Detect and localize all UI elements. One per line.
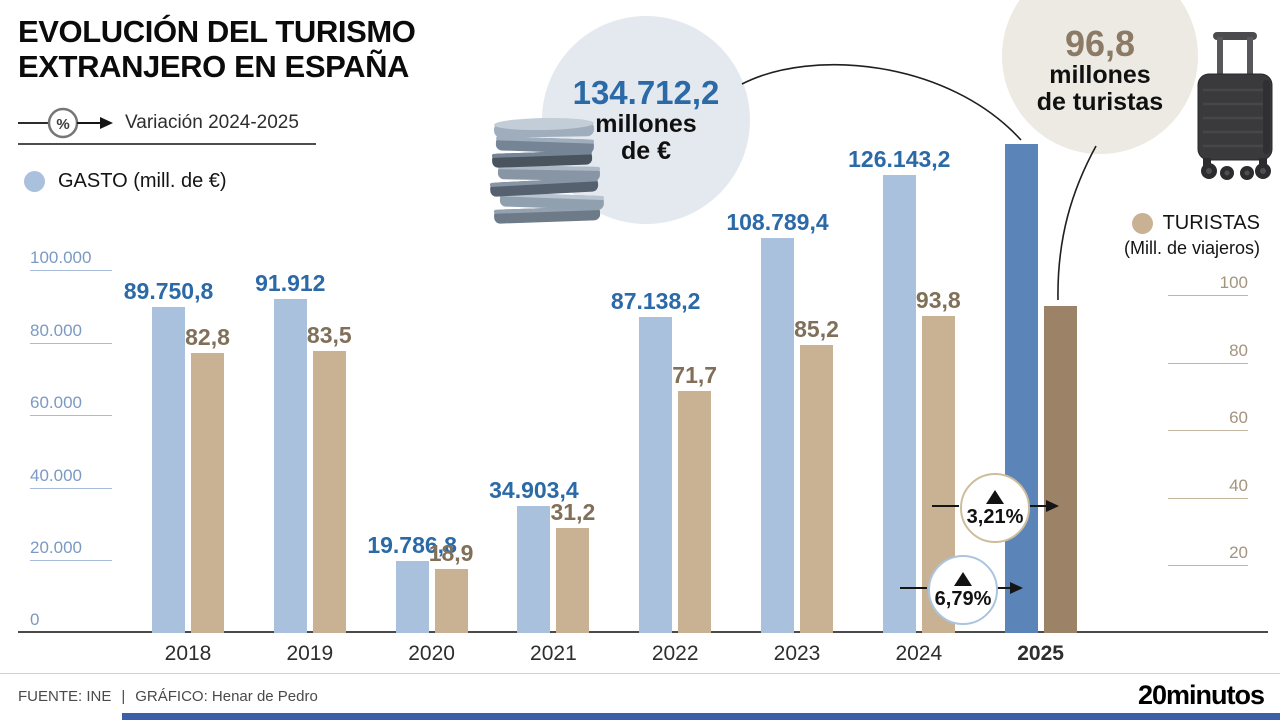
callout-gasto-value: 134.712,2 [572, 74, 720, 111]
year-label-2022: 2022 [651, 642, 699, 665]
variation-legend-label: Variación 2024-2025 [125, 112, 299, 133]
right-axis-tickline [1168, 362, 1248, 364]
turistas-value-2019: 83,5 [306, 321, 352, 348]
left-axis-tick: 60.000 [30, 393, 82, 413]
year-label-2021: 2021 [530, 642, 577, 665]
turistas-value-2020: 18,9 [428, 540, 474, 567]
right-axis-tick: 20 [1229, 543, 1248, 563]
title-line1: EVOLUCIÓN DEL TURISMO [18, 14, 416, 49]
year-label-2025: 2025 [1017, 642, 1064, 665]
svg-text:%: % [56, 116, 69, 133]
gasto-legend-dot [24, 171, 45, 192]
gasto-bar-2023 [761, 238, 794, 633]
turistas-value-2023: 85,2 [794, 316, 839, 343]
variation-badge-turistas: 3,21% [960, 473, 1030, 543]
gasto-legend-label: GASTO (mill. de €) [58, 170, 227, 192]
gasto-value-2022: 87.138,2 [610, 287, 701, 314]
right-axis-tick: 60 [1229, 408, 1248, 428]
coins-icon [489, 117, 605, 224]
turistas-legend: TURISTAS (Mill. de viajeros) [1078, 212, 1260, 259]
up-triangle-icon [986, 489, 1004, 504]
left-axis-tickline [30, 487, 112, 489]
year-label-2024: 2024 [895, 642, 943, 665]
left-axis-tick: 20.000 [30, 538, 82, 558]
right-axis-tickline [1168, 430, 1248, 432]
callout-gasto-unit2: de € [620, 137, 672, 165]
gasto-bar-2021 [517, 506, 551, 633]
callout-turistas-bubble: 96,8 millones de turistas [1002, 0, 1198, 154]
suitcase-icon [1197, 32, 1273, 180]
gasto-callout-line [741, 63, 1022, 141]
percent-arrow-icon: % [18, 107, 113, 139]
turistas-bar-2018 [191, 353, 224, 633]
callout-gasto-unit1: millones [595, 110, 697, 138]
callout-turistas-unit2: de turistas [1036, 88, 1164, 116]
bottom-accent-bar [122, 713, 1280, 720]
title-line2: EXTRANJERO EN ESPAÑA [18, 49, 410, 84]
footer-divider [0, 673, 1280, 674]
gasto-bar-2025 [1004, 143, 1038, 633]
gasto-value-2020: 19.786,8 [367, 532, 457, 559]
gasto-legend: GASTO (mill. de €) [24, 170, 227, 193]
left-axis-tick: 100.000 [30, 248, 92, 267]
turistas-legend-dot [1131, 213, 1153, 234]
callout-turistas-unit1: millones [1049, 61, 1151, 89]
left-axis-tick: 80.000 [30, 320, 82, 340]
turistas-bar-2021 [556, 527, 590, 633]
turistas-value-2021: 31,2 [550, 498, 596, 525]
page-title: EVOLUCIÓN DEL TURISMO EXTRANJERO EN ESPA… [18, 14, 416, 84]
gasto-bar-2019 [273, 299, 307, 633]
source-label: FUENTE: INE [18, 688, 112, 705]
variation-value: 3,21% [966, 505, 1024, 528]
gasto-value-2018: 89.750,8 [123, 278, 214, 305]
gasto-value-2023: 108.789,4 [726, 209, 829, 236]
variation-value: 6,79% [934, 587, 992, 610]
right-axis-tickline [1168, 295, 1248, 296]
turistas-legend-label: TURISTAS [1162, 212, 1260, 234]
year-label-2018: 2018 [164, 642, 212, 665]
turistas-bar-2023 [800, 345, 833, 633]
right-axis-tick: 80 [1229, 340, 1248, 360]
right-axis-tick: 100 [1219, 273, 1248, 292]
right-axis-tickline [1168, 565, 1248, 567]
credit-label: GRÁFICO: Henar de Pedro [135, 688, 318, 705]
brand-logo: 20minutos [1137, 680, 1265, 710]
left-axis-tickline [30, 560, 112, 562]
turistas-value-2022: 71,7 [672, 361, 718, 388]
turistas-bar-2019 [312, 350, 346, 633]
left-axis-zero: 0 [30, 610, 40, 629]
left-axis-tickline [30, 415, 112, 417]
up-triangle-icon [954, 571, 972, 586]
variation-legend: % Variación 2024-2025 [18, 106, 299, 140]
turistas-legend-unit: (Mill. de viajeros) [1123, 238, 1260, 258]
footer-credits: FUENTE: INE | GRÁFICO: Henar de Pedro [18, 688, 318, 705]
left-axis-tick: 40.000 [30, 465, 82, 485]
callout-turistas-value: 96,8 [1064, 23, 1136, 64]
turistas-value-2024: 93,8 [915, 286, 961, 313]
gasto-value-2024: 126.143,2 [848, 146, 951, 173]
gasto-bar-2018 [152, 307, 185, 633]
gasto-value-2019: 91.912 [255, 270, 326, 297]
gasto-value-2021: 34.903,4 [489, 477, 579, 504]
left-axis-tickline [30, 342, 112, 344]
turistas-bar-2025 [1043, 305, 1077, 633]
turistas-value-2018: 82,8 [185, 324, 230, 351]
gasto-bar-2020 [395, 561, 429, 633]
variation-badge-gasto: 6,79% [928, 555, 998, 625]
turistas-bar-2020 [434, 569, 468, 633]
year-label-2023: 2023 [773, 642, 821, 665]
left-axis-tickline [30, 270, 112, 271]
year-label-2020: 2020 [408, 642, 455, 665]
right-axis-tick: 40 [1229, 475, 1248, 495]
header-divider [18, 143, 316, 145]
right-axis-tickline [1168, 497, 1248, 499]
gasto-bar-2022 [639, 316, 673, 633]
turistas-bar-2022 [678, 390, 712, 633]
year-label-2019: 2019 [286, 642, 334, 665]
gasto-bar-2024 [882, 175, 916, 633]
